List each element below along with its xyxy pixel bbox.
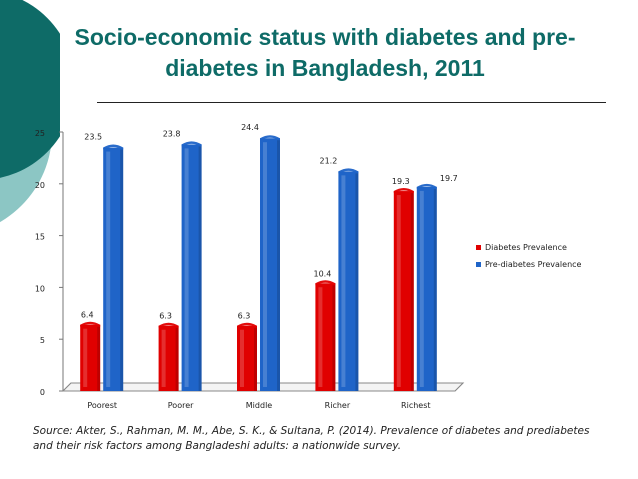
diabetes-bar-highlight [83, 328, 88, 387]
diabetes-bar-face [237, 325, 257, 391]
y-tick-label: 5 [40, 336, 45, 345]
prediabetes-data-label: 23.5 [84, 133, 102, 142]
y-axis-labels: 0 5 10 15 20 25 [35, 129, 63, 397]
diabetes-bar-cap [315, 280, 336, 286]
prediabetes-bar-cap [416, 183, 437, 189]
prediabetes-bar-face [260, 138, 280, 391]
diabetes-bar-face [158, 325, 179, 391]
legend-diabetes-swatch [476, 245, 481, 250]
legend: Diabetes Prevalence Pre-diabetes Prevalen… [476, 243, 582, 269]
prediabetes-data-label: 19.7 [440, 174, 458, 183]
x-axis-labels: Poorest Poorer Middle Richer Richest [87, 401, 430, 410]
prediabetes-bar [338, 168, 359, 391]
prediabetes-bar [103, 144, 124, 391]
diabetes-bar-face [315, 283, 336, 391]
diabetes-bar-highlight [161, 329, 166, 387]
prediabetes-bar-face [103, 147, 124, 391]
prediabetes-bar-highlight [419, 190, 424, 387]
diabetes-bar-shadow [332, 285, 336, 391]
legend-diabetes-label: Diabetes Prevalence [485, 243, 567, 252]
prediabetes-bar [181, 141, 202, 391]
prediabetes-bar-highlight [184, 148, 189, 387]
y-tick-label: 25 [35, 129, 45, 138]
legend-prediabetes-label: Pre-diabetes Prevalence [485, 260, 582, 269]
diabetes-bar-highlight [396, 195, 401, 387]
x-tick-label: Poorer [168, 401, 194, 410]
prediabetes-bar-shadow [120, 149, 124, 391]
prediabetes-bar-cap [103, 144, 124, 150]
prediabetes-bar-cap [338, 168, 359, 174]
prediabetes-bar-shadow [355, 173, 359, 391]
diabetes-data-label: 10.4 [313, 269, 331, 278]
prediabetes-bar-face [416, 186, 437, 391]
prediabetes-bar-cap [260, 135, 280, 141]
diabetes-bar-shadow [410, 193, 414, 391]
title-divider [97, 102, 606, 103]
prediabetes-data-label: 21.2 [319, 156, 337, 165]
prediabetes-bar-shadow [433, 188, 437, 391]
diabetes-bar [393, 188, 414, 391]
prediabetes-bar [416, 183, 437, 391]
diabetes-bar-shadow [97, 326, 101, 391]
prediabetes-bar-highlight [341, 175, 346, 387]
prediabetes-bar [260, 135, 280, 391]
diabetes-bar [80, 321, 101, 391]
source-citation: Source: Akter, S., Rahman, M. M., Abe, S… [33, 425, 590, 452]
prediabetes-bar-shadow [277, 140, 280, 391]
prediabetes-bar-highlight [106, 151, 111, 387]
prediabetes-bar-face [338, 171, 359, 391]
diabetes-bar-shadow [254, 327, 257, 391]
diabetes-data-label: 6.3 [238, 312, 251, 321]
diabetes-bar-cap [158, 322, 179, 328]
y-tick-label: 15 [35, 233, 45, 242]
diabetes-data-label: 19.3 [392, 177, 410, 186]
diabetes-bar-cap [393, 188, 414, 194]
y-tick-label: 0 [40, 388, 45, 397]
diabetes-bar [315, 280, 336, 391]
diabetes-data-label: 6.4 [81, 311, 94, 320]
diabetes-bar-cap [80, 321, 101, 327]
ornament-dark-circle [0, 0, 60, 178]
x-tick-label: Richer [325, 401, 351, 410]
prediabetes-data-label: 23.8 [163, 129, 181, 138]
legend-prediabetes-swatch [476, 262, 481, 267]
x-tick-label: Poorest [87, 401, 117, 410]
prediabetes-bar-face [181, 144, 202, 391]
y-tick-label: 10 [35, 284, 45, 293]
prediabetes-bar-highlight [263, 142, 267, 387]
diabetes-bar-cap [237, 322, 257, 328]
diabetes-bar-shadow [175, 327, 179, 391]
diabetes-bar-face [393, 191, 414, 391]
y-tick-label: 20 [35, 181, 45, 190]
x-tick-label: Richest [401, 401, 430, 410]
bars: 6.4 23.5 6.3 23.8 6.3 24.4 10.4 21.2 19.3 19.7 [80, 123, 458, 391]
bar-chart: Poorest Poorer Middle Richer Richest 0 5 10 15 2… [35, 123, 582, 410]
prediabetes-bar-cap [181, 141, 202, 147]
diabetes-data-label: 6.3 [159, 312, 172, 321]
diabetes-bar-face [80, 324, 101, 391]
diabetes-bar [158, 322, 179, 391]
diabetes-bar-highlight [318, 287, 323, 387]
x-tick-label: Middle [246, 401, 273, 410]
diabetes-bar-highlight [240, 329, 244, 387]
prediabetes-data-label: 24.4 [241, 123, 259, 132]
left-ornament [0, 0, 60, 223]
page-title: Socio-economic status with diabetes and … [74, 24, 576, 81]
prediabetes-bar-shadow [198, 146, 202, 391]
diabetes-bar [237, 322, 257, 391]
